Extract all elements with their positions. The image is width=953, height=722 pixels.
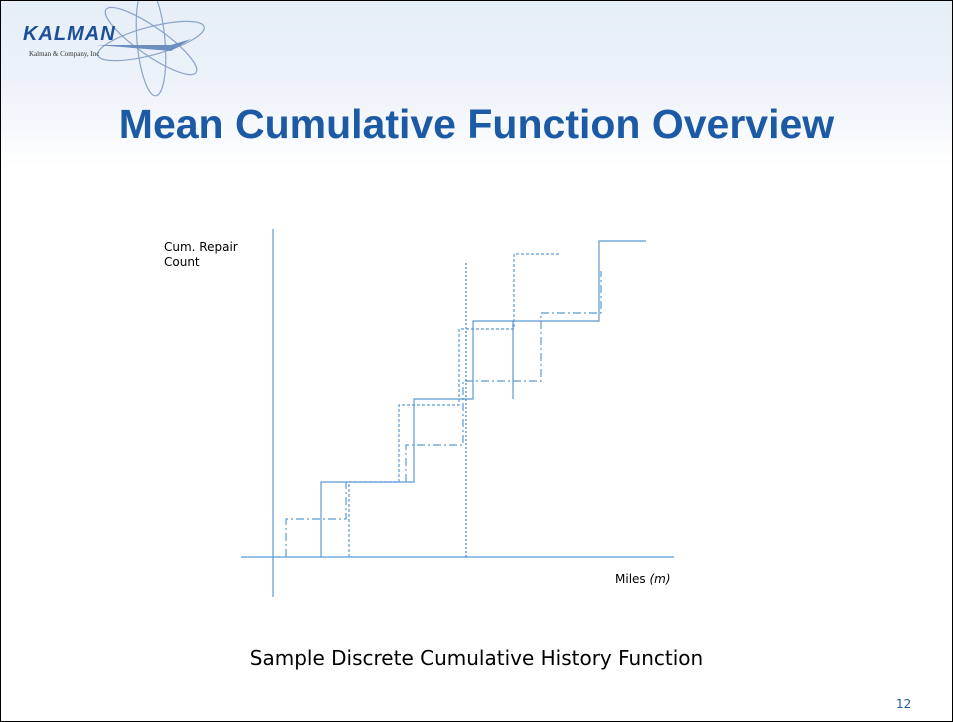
step-curves (285, 240, 646, 557)
y-axis-label: Cum. Repair Count (164, 240, 238, 270)
axes (241, 229, 674, 597)
logo-subtitle: Kalman & Company, Inc (29, 50, 100, 58)
slide-title: Mean Cumulative Function Overview (118, 101, 835, 147)
logo-swirl (96, 1, 205, 97)
x-label-symbol: (m) (649, 572, 671, 586)
x-axis-label: Miles (m) (615, 572, 671, 586)
caption: Sample Discrete Cumulative History Funct… (249, 646, 704, 670)
page-number: 12 (896, 697, 912, 711)
y-label-line: Cum. Repair (164, 240, 238, 254)
header-band (1, 1, 952, 166)
x-label-text: Miles (615, 572, 646, 586)
y-label-line: Count (164, 255, 200, 269)
logo-text: KALMAN (23, 23, 116, 45)
